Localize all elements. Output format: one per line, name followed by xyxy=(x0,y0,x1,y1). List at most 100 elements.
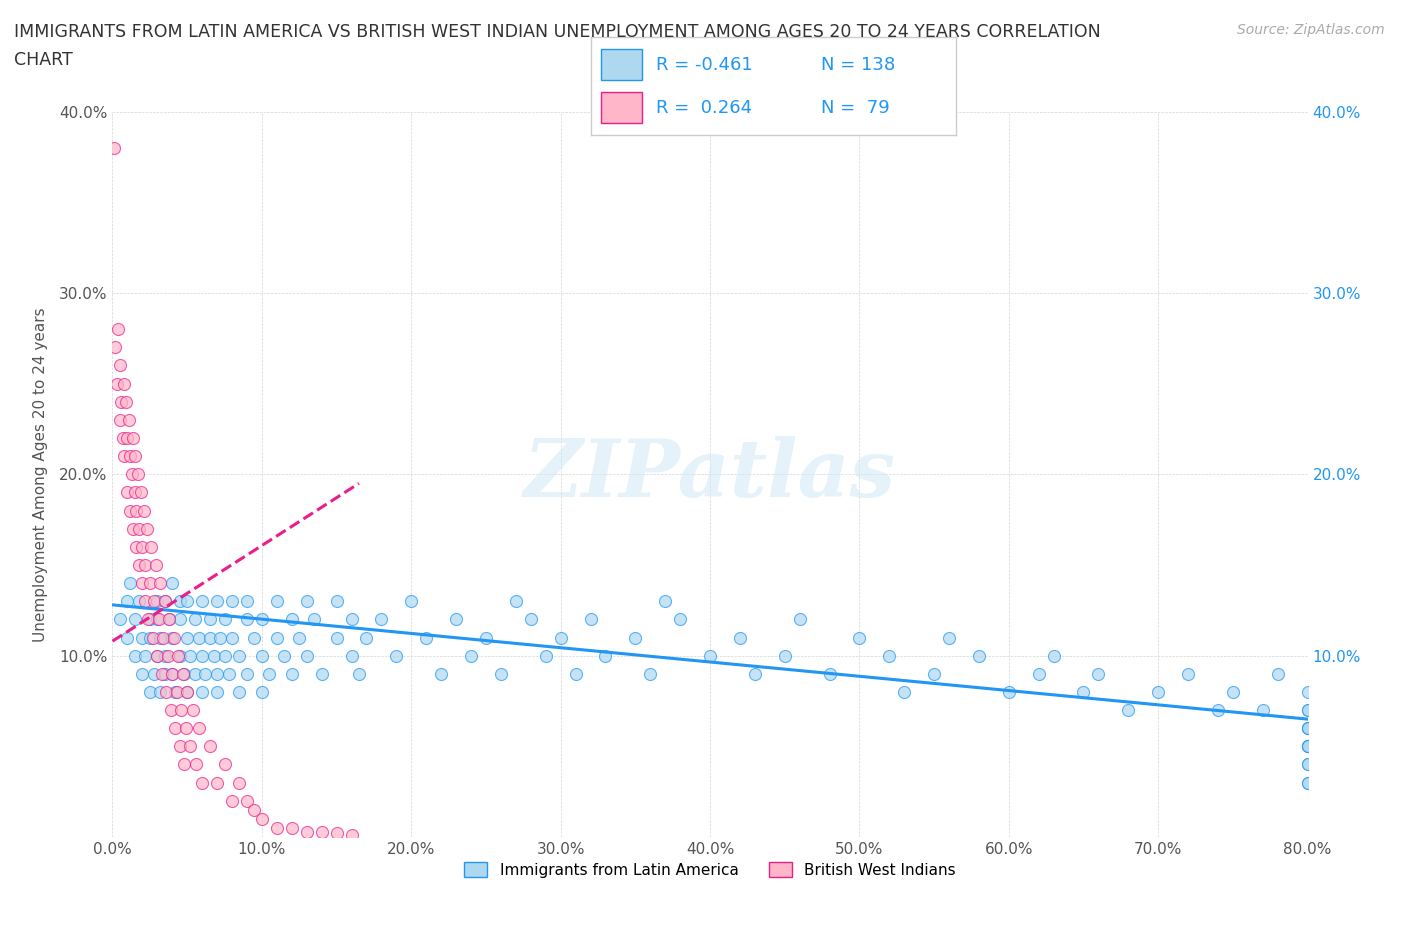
Point xyxy=(250,811,273,827)
Point xyxy=(489,667,512,682)
Point xyxy=(922,667,945,682)
Point xyxy=(120,503,142,518)
Point xyxy=(122,431,145,445)
Point xyxy=(183,612,205,627)
Point xyxy=(221,793,243,808)
Point xyxy=(138,612,160,627)
Point xyxy=(124,449,146,464)
Point xyxy=(385,648,408,663)
Point xyxy=(205,776,228,790)
Point xyxy=(174,721,197,736)
Point xyxy=(1296,703,1319,718)
Point xyxy=(879,648,901,663)
Point xyxy=(131,631,153,645)
Point xyxy=(967,648,990,663)
Point xyxy=(179,738,201,753)
Point xyxy=(243,803,266,817)
Text: ZIPatlas: ZIPatlas xyxy=(524,435,896,513)
Point xyxy=(534,648,557,663)
Point xyxy=(141,539,163,554)
Point xyxy=(228,684,250,699)
Point xyxy=(669,612,692,627)
Point xyxy=(356,631,378,645)
Point xyxy=(214,648,236,663)
Point xyxy=(1296,721,1319,736)
Point xyxy=(135,521,157,536)
Point xyxy=(162,576,183,591)
Point xyxy=(149,576,172,591)
Point xyxy=(114,377,135,392)
Point xyxy=(122,521,145,536)
Point xyxy=(117,485,139,500)
Point xyxy=(114,449,135,464)
Point xyxy=(108,358,131,373)
Point xyxy=(146,594,169,609)
Point xyxy=(209,631,232,645)
Point xyxy=(128,558,150,573)
Point xyxy=(340,648,363,663)
Point xyxy=(281,667,304,682)
Point xyxy=(325,826,347,841)
Point xyxy=(340,612,363,627)
Point xyxy=(1296,738,1319,753)
Point xyxy=(117,594,139,609)
Point xyxy=(176,684,198,699)
Point xyxy=(1087,667,1109,682)
Point xyxy=(143,667,166,682)
Point xyxy=(325,631,347,645)
Point xyxy=(205,667,228,682)
Point xyxy=(176,594,198,609)
Point xyxy=(595,648,617,663)
Point xyxy=(153,648,176,663)
Point xyxy=(131,539,153,554)
Point xyxy=(205,594,228,609)
Point xyxy=(311,824,333,839)
Point xyxy=(236,667,259,682)
Point xyxy=(166,684,188,699)
Point xyxy=(893,684,915,699)
Point xyxy=(127,467,149,482)
Point xyxy=(198,612,221,627)
Point xyxy=(153,667,176,682)
Point xyxy=(176,631,198,645)
Point xyxy=(311,667,333,682)
Point xyxy=(340,828,363,843)
Point xyxy=(169,648,191,663)
Point xyxy=(131,667,153,682)
Point xyxy=(266,820,288,835)
Point xyxy=(129,485,152,500)
Point xyxy=(1028,667,1050,682)
Point xyxy=(134,558,156,573)
Point xyxy=(139,684,162,699)
Point xyxy=(624,631,647,645)
Point xyxy=(214,612,236,627)
Point xyxy=(139,612,162,627)
Point xyxy=(295,594,318,609)
Point xyxy=(818,667,841,682)
Point xyxy=(191,594,214,609)
Point xyxy=(1296,721,1319,736)
Point xyxy=(1296,703,1319,718)
Point xyxy=(1296,776,1319,790)
Text: IMMIGRANTS FROM LATIN AMERICA VS BRITISH WEST INDIAN UNEMPLOYMENT AMONG AGES 20 : IMMIGRANTS FROM LATIN AMERICA VS BRITISH… xyxy=(14,23,1101,41)
Point xyxy=(125,503,148,518)
Point xyxy=(205,684,228,699)
Text: N = 138: N = 138 xyxy=(821,56,896,73)
Point xyxy=(250,612,273,627)
Point xyxy=(165,721,187,736)
Point xyxy=(169,738,191,753)
Point xyxy=(146,648,169,663)
Point xyxy=(401,594,423,609)
Point xyxy=(188,721,211,736)
Point xyxy=(186,757,208,772)
Point xyxy=(162,667,183,682)
Point xyxy=(520,612,543,627)
Point xyxy=(191,684,214,699)
Point xyxy=(176,684,198,699)
Point xyxy=(938,631,960,645)
Point xyxy=(120,449,142,464)
Point xyxy=(139,631,162,645)
Point xyxy=(564,667,586,682)
Point xyxy=(1296,738,1319,753)
Text: N =  79: N = 79 xyxy=(821,99,890,116)
